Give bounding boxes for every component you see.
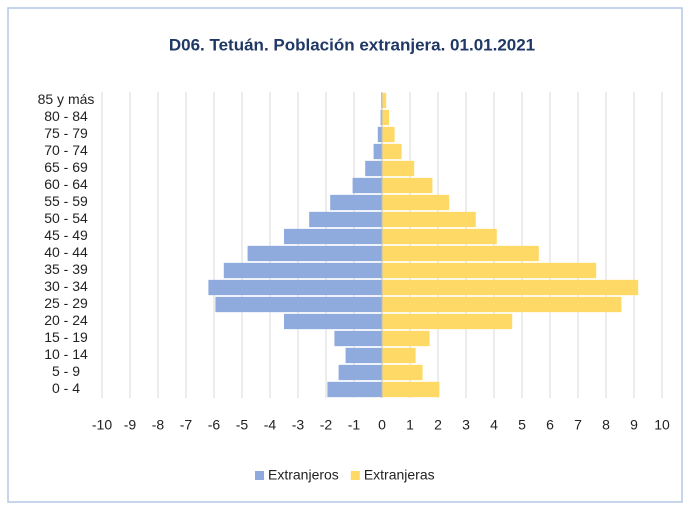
bar <box>247 245 382 262</box>
x-tick-label: -2 <box>320 417 333 433</box>
bar <box>382 245 539 262</box>
bar <box>382 364 423 381</box>
y-tick-label: 15 - 19 <box>44 329 88 345</box>
bar <box>208 279 382 296</box>
bar <box>382 109 389 126</box>
x-tick-label: -7 <box>180 417 193 433</box>
x-tick-label: 0 <box>378 417 386 433</box>
bar <box>352 177 382 194</box>
y-tick-label: 70 - 74 <box>44 142 88 158</box>
y-tick-label: 25 - 29 <box>44 295 88 311</box>
y-tick-label: 50 - 54 <box>44 210 88 226</box>
y-tick-label: 55 - 59 <box>44 193 88 209</box>
x-tick-label: 7 <box>574 417 582 433</box>
bar <box>382 262 597 279</box>
x-tick-label: -1 <box>348 417 361 433</box>
y-tick-label: 30 - 34 <box>44 278 88 294</box>
x-tick-label: 8 <box>602 417 610 433</box>
x-tick-label: 2 <box>434 417 442 433</box>
y-tick-label: 65 - 69 <box>44 159 88 175</box>
legend-label: Extranjeras <box>364 467 435 483</box>
bar <box>345 347 382 364</box>
x-tick-label: 10 <box>654 417 670 433</box>
bar <box>377 126 382 143</box>
bar <box>382 381 440 398</box>
bar <box>284 313 382 330</box>
x-tick-label: 9 <box>630 417 638 433</box>
legend-swatch <box>350 471 360 480</box>
y-tick-label: 45 - 49 <box>44 227 88 243</box>
bar <box>334 330 382 347</box>
x-tick-label: -10 <box>92 417 112 433</box>
y-tick-label: 10 - 14 <box>44 346 88 362</box>
bar <box>382 211 476 228</box>
bar <box>382 228 497 245</box>
bar <box>382 143 402 160</box>
x-tick-label: 3 <box>462 417 470 433</box>
y-tick-label: 5 - 9 <box>52 363 80 379</box>
bar <box>382 177 433 194</box>
bar <box>284 228 382 245</box>
bar <box>382 160 415 177</box>
y-tick-label: 35 - 39 <box>44 261 88 277</box>
y-tick-label: 60 - 64 <box>44 176 88 192</box>
legend-swatch <box>255 471 264 480</box>
x-tick-label: -5 <box>236 417 249 433</box>
bar <box>373 143 382 160</box>
y-tick-label: 0 - 4 <box>52 380 80 396</box>
x-tick-label: -3 <box>292 417 305 433</box>
bar <box>382 330 430 347</box>
bar <box>382 279 639 296</box>
legend-label: Extranjeros <box>268 467 339 483</box>
y-tick-label: 80 - 84 <box>44 108 88 124</box>
bar <box>223 262 382 279</box>
bar <box>215 296 382 313</box>
bar <box>382 313 513 330</box>
x-tick-label: 6 <box>546 417 554 433</box>
bar <box>382 92 387 109</box>
bar <box>382 347 416 364</box>
bar <box>382 194 450 211</box>
bar <box>330 194 382 211</box>
y-tick-label: 75 - 79 <box>44 125 88 141</box>
x-tick-label: -4 <box>264 417 277 433</box>
y-tick-label: 40 - 44 <box>44 244 88 260</box>
x-tick-label: 4 <box>490 417 498 433</box>
bar <box>309 211 382 228</box>
x-tick-label: -6 <box>208 417 221 433</box>
x-tick-label: 1 <box>406 417 414 433</box>
bar <box>327 381 382 398</box>
x-tick-label: -9 <box>124 417 137 433</box>
x-tick-label: 5 <box>518 417 526 433</box>
chart-title: D06. Tetuán. Población extranjera. 01.01… <box>169 35 535 54</box>
bar <box>380 109 382 126</box>
bar <box>382 126 395 143</box>
bar <box>365 160 382 177</box>
bar <box>382 296 622 313</box>
y-tick-label: 20 - 24 <box>44 312 88 328</box>
x-tick-label: -8 <box>152 417 165 433</box>
bar <box>338 364 382 381</box>
y-tick-label: 85 y más <box>38 91 95 107</box>
